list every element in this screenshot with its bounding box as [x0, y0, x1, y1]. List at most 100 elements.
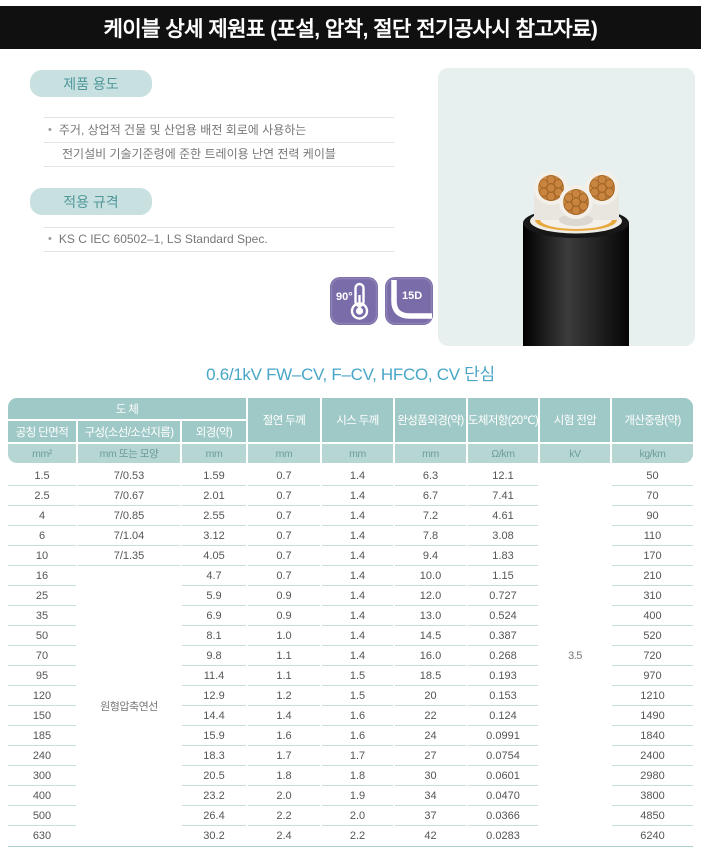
table-cell: 8.1 [182, 626, 246, 646]
table-cell: 1.6 [248, 726, 320, 746]
table-cell: 95 [8, 666, 76, 686]
table-cell: 10 [8, 546, 76, 566]
table-cell: 1.6 [322, 706, 393, 726]
page-title: 케이블 상세 제원표 (포설, 압착, 절단 전기공사시 참고자료) [0, 6, 701, 49]
table-cell: 0.0754 [468, 746, 538, 766]
table-cell: 520 [612, 626, 693, 646]
table-cell: 2.2 [248, 806, 320, 826]
table-cell: 1.7 [248, 746, 320, 766]
table-cell: 15.9 [182, 726, 246, 746]
table-cell: 0.9 [248, 606, 320, 626]
table-cell: 18.3 [182, 746, 246, 766]
table-cell: 2400 [612, 746, 693, 766]
table-cell: 0.387 [468, 626, 538, 646]
merged-test-voltage-cell: 3.5 [568, 650, 582, 662]
column-header: 외경(약) [182, 421, 246, 442]
table-cell: 6240 [640, 830, 665, 842]
table-cell: 6 [8, 526, 76, 546]
table-cell: 400 [8, 786, 76, 806]
table-cell: 1.5 [322, 666, 393, 686]
table-cell: 1.4 [248, 706, 320, 726]
table-cell: 16.0 [395, 646, 466, 666]
column-header: 완성품외경(약) [395, 398, 466, 442]
table-cell: 1.5 [8, 466, 76, 486]
table-cell: 185 [8, 726, 76, 746]
column-unit: kV [540, 444, 610, 463]
table-cell: 0.153 [468, 686, 538, 706]
column-unit: mm [395, 444, 466, 463]
table-cell: 6.9 [182, 606, 246, 626]
table-cell: 1.83 [468, 546, 538, 566]
table-cell: 170 [612, 546, 693, 566]
product-use-badge: 제품 용도 [30, 70, 152, 97]
bend-radius-label: 15D [402, 290, 422, 302]
table-cell: 1.4 [322, 546, 393, 566]
table-cell: 12.0 [395, 586, 466, 606]
standards-list: • KS C IEC 60502–1, LS Standard Spec. [44, 227, 394, 252]
table-cell: 1.6 [322, 726, 393, 746]
table-cell: 37 [395, 806, 466, 826]
table-cell: 3.12 [182, 526, 246, 546]
product-use-line: • 주거, 상업적 건물 및 산업용 배전 회로에 사용하는 [44, 117, 394, 142]
table-cell: 1.1 [248, 646, 320, 666]
table-cell: 25 [8, 586, 76, 606]
table-cell: 26.4 [182, 806, 246, 826]
table-cell: 50 [612, 466, 693, 486]
bullet-icon: • [48, 233, 52, 245]
table-cell: 12.1 [468, 466, 538, 486]
table-cell: 3.08 [468, 526, 538, 546]
table-cell: 4.7 [182, 566, 246, 586]
table-cell: 310 [612, 586, 693, 606]
column-header: 도체저항(20℃) [468, 398, 539, 442]
table-cell: 2.0 [322, 806, 393, 826]
table-cell: 1.8 [248, 766, 320, 786]
table-cell: 12.9 [182, 686, 246, 706]
column-unit: mm [322, 444, 393, 463]
table-cell: 5.9 [182, 586, 246, 606]
table-title: 0.6/1kV FW–CV, F–CV, HFCO, CV 단심 [206, 365, 495, 384]
table-cell: 1.4 [322, 506, 393, 526]
table-cell: 110 [612, 526, 693, 546]
table-cell: 10.0 [395, 566, 466, 586]
table-cell: 300 [8, 766, 76, 786]
cable-illustration [523, 171, 629, 346]
table-cell: 1.7 [322, 746, 393, 766]
table-cell: 2.55 [182, 506, 246, 526]
table-cell: 0.7 [248, 486, 320, 506]
table-cell: 1.5 [322, 686, 393, 706]
table-cell: 3800 [612, 786, 693, 806]
table-cell: 0.124 [468, 706, 538, 726]
table-cell: 150 [8, 706, 76, 726]
table-cell: 30.2 [203, 830, 225, 842]
table-cell: 6.7 [395, 486, 466, 506]
table-cell: 1210 [612, 686, 693, 706]
column-unit: mm [248, 444, 320, 463]
table-cell: 7.2 [395, 506, 466, 526]
table-cell: 0.7 [248, 466, 320, 486]
table-cell: 1.9 [322, 786, 393, 806]
table-cell: 1490 [612, 706, 693, 726]
table-cell: 1.59 [182, 466, 246, 486]
table-cell: 70 [8, 646, 76, 666]
table-cell: 2.5 [8, 486, 76, 506]
table-cell: 7/1.04 [78, 526, 180, 546]
table-cell: 18.5 [395, 666, 466, 686]
table-header: 도 체 공칭 단면적 구성(소선/소선지름) 외경(약) 절연 두께 시스 두께 완성품외경… [8, 398, 693, 463]
table-cell: 23.2 [182, 786, 246, 806]
column-header: 시스 두께 [322, 398, 393, 442]
table-cell: 970 [612, 666, 693, 686]
table-cell: 7/0.53 [78, 466, 180, 486]
column-unit: mm [182, 444, 246, 463]
table-cell: 20 [395, 686, 466, 706]
table-cell: 42 [424, 830, 437, 842]
table-cell: 0.9 [248, 586, 320, 606]
table-cell: 4.05 [182, 546, 246, 566]
table-cell: 35 [8, 606, 76, 626]
table-cell: 120 [8, 686, 76, 706]
conductor-front [559, 185, 593, 226]
column-header: 개산중량(약) [612, 398, 693, 442]
column-group-conductor: 도 체 [8, 398, 246, 419]
table-cell: 27 [395, 746, 466, 766]
column-unit: kg/km [612, 444, 693, 463]
